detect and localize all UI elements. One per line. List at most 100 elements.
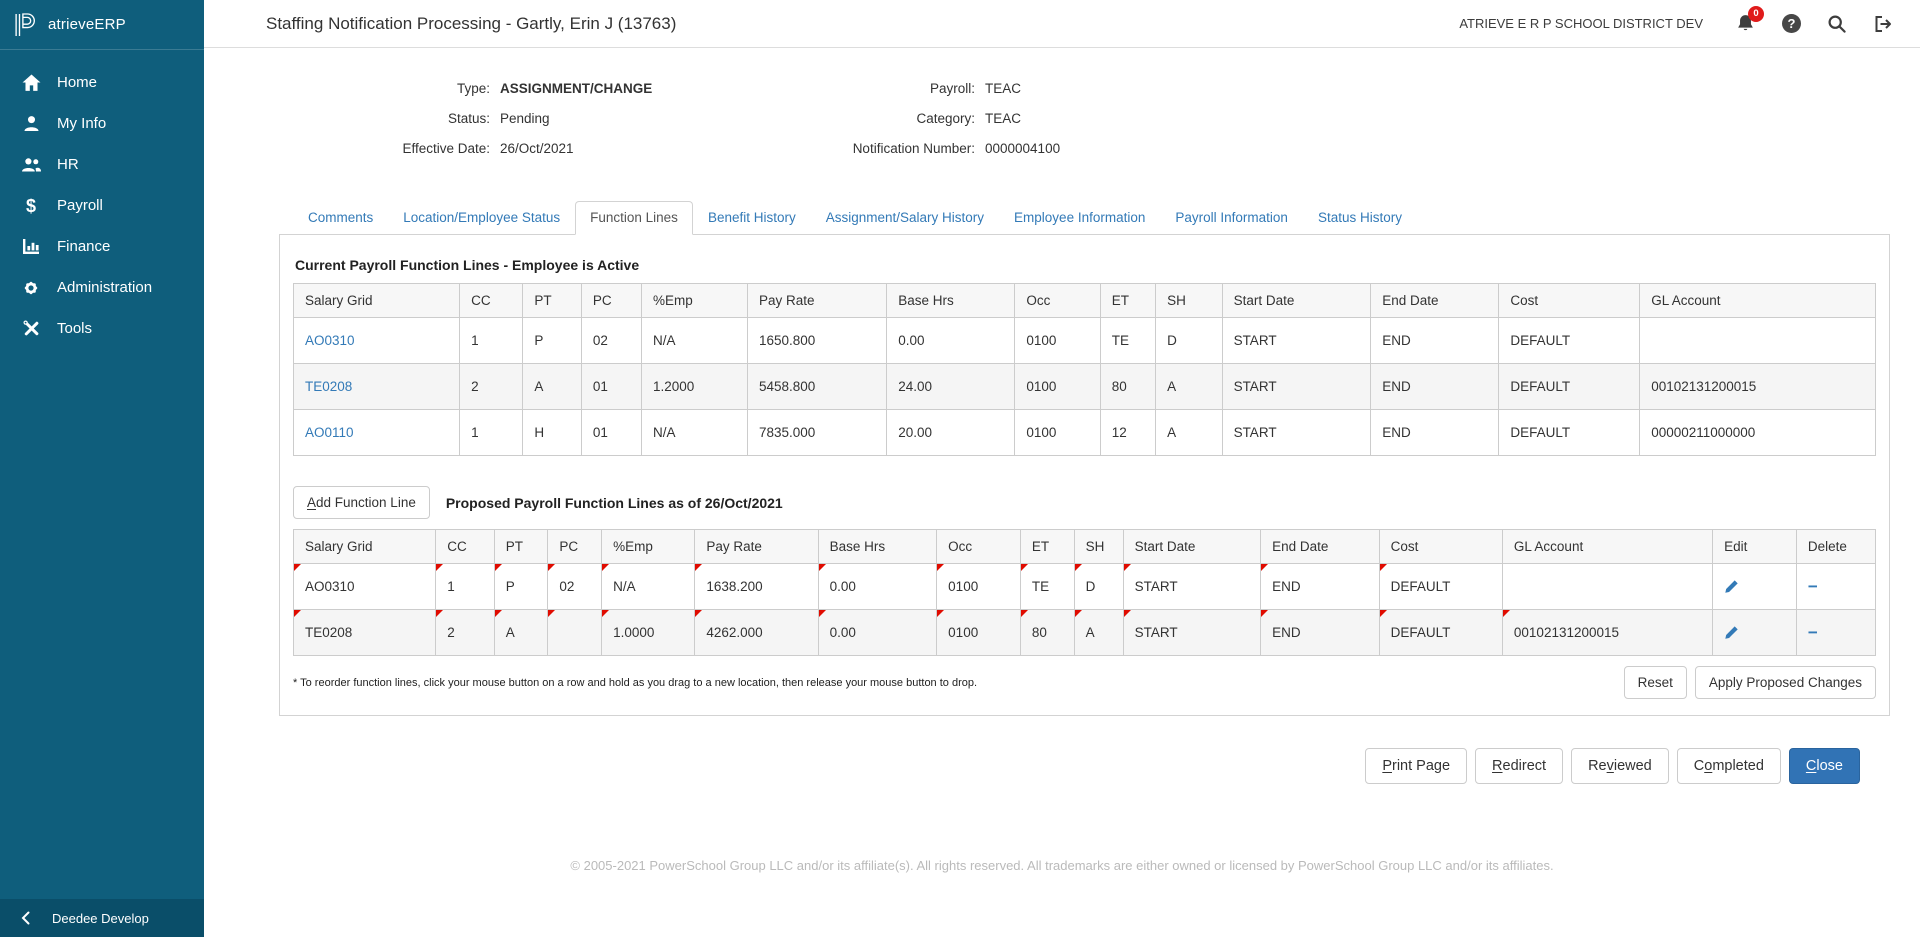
sidebar-item-label: HR (57, 156, 79, 173)
table-cell: START (1123, 564, 1260, 610)
payroll-value: TEAC (985, 78, 1285, 99)
logout-icon (1873, 14, 1894, 34)
notifications-button[interactable]: 0 (1735, 13, 1756, 35)
table-cell: 0.00 (818, 610, 937, 656)
tab-assignment-salary-history[interactable]: Assignment/Salary History (811, 201, 999, 235)
proposed-function-line-row[interactable]: AO03101P02N/A1638.2000.000100TEDSTARTEND… (294, 564, 1876, 610)
page-actions: Print PageRedirectReviewedCompletedClose (279, 748, 1860, 784)
table-cell: N/A (642, 410, 748, 456)
main-area: Staffing Notification Processing - Gartl… (204, 0, 1920, 937)
current-table-body: AO03101P02N/A1650.8000.000100TEDSTARTEND… (294, 318, 1876, 456)
table-cell: 1638.200 (695, 564, 818, 610)
tab-comments[interactable]: Comments (293, 201, 388, 235)
sidebar-item-label: Payroll (57, 197, 103, 214)
sidebar-item-tools[interactable]: Tools (0, 308, 204, 349)
sidebar-item-label: Tools (57, 320, 92, 337)
proposed-function-line-row[interactable]: TE02082A1.00004262.0000.00010080ASTARTEN… (294, 610, 1876, 656)
notification-number-value: 0000004100 (985, 138, 1285, 159)
table-cell: END (1371, 410, 1499, 456)
table-cell: A (1156, 364, 1222, 410)
notification-summary: Type: ASSIGNMENT/CHANGE Status: Pending … (204, 48, 1920, 159)
current-table-title: Current Payroll Function Lines - Employe… (295, 257, 1876, 273)
table-cell: END (1261, 564, 1380, 610)
table-cell: TE0208 (294, 610, 436, 656)
pencil-icon (1724, 625, 1739, 640)
sidebar-footer[interactable]: Deedee Develop (0, 899, 204, 937)
column-header: ET (1020, 530, 1074, 564)
table-cell: 02 (581, 318, 641, 364)
edit-row-button[interactable] (1713, 564, 1797, 610)
salary-grid-link[interactable]: AO0310 (305, 333, 355, 348)
sidebar-item-my-info[interactable]: My Info (0, 103, 204, 144)
print-page-button[interactable]: Print Page (1365, 748, 1467, 784)
edit-row-button[interactable] (1713, 610, 1797, 656)
table-cell: 4262.000 (695, 610, 818, 656)
logout-button[interactable] (1873, 14, 1894, 34)
category-label: Category: (830, 108, 975, 129)
completed-button[interactable]: Completed (1677, 748, 1781, 784)
reset-button[interactable]: Reset (1624, 666, 1687, 699)
tab-benefit-history[interactable]: Benefit History (693, 201, 811, 235)
tab-status-history[interactable]: Status History (1303, 201, 1417, 235)
column-header: Occ (1015, 284, 1100, 318)
current-function-lines-table: Salary GridCCPTPC%EmpPay RateBase HrsOcc… (293, 283, 1876, 456)
tab-bar: CommentsLocation/Employee StatusFunction… (293, 201, 1890, 234)
add-function-line-button[interactable]: Add Function Line (293, 486, 430, 519)
tools-icon (20, 319, 42, 338)
column-header: PT (523, 284, 582, 318)
tab-location-employee-status[interactable]: Location/Employee Status (388, 201, 575, 235)
table-cell (548, 610, 602, 656)
sidebar-item-payroll[interactable]: $Payroll (0, 185, 204, 226)
column-header: End Date (1261, 530, 1380, 564)
salary-grid-link[interactable]: AO0110 (305, 425, 354, 440)
effective-date-label: Effective Date: (266, 138, 490, 159)
column-header: CC (460, 284, 523, 318)
function-lines-panel: Current Payroll Function Lines - Employe… (279, 234, 1890, 716)
sidebar-item-finance[interactable]: Finance (0, 226, 204, 267)
sidebar-item-home[interactable]: Home (0, 62, 204, 103)
apply-proposed-changes-button[interactable]: Apply Proposed Changes (1695, 666, 1876, 699)
table-cell: DEFAULT (1379, 610, 1502, 656)
redirect-button[interactable]: Redirect (1475, 748, 1563, 784)
gear-icon (20, 279, 42, 297)
delete-row-button[interactable]: − (1796, 564, 1875, 610)
search-button[interactable] (1827, 14, 1847, 34)
column-header: End Date (1371, 284, 1499, 318)
person-icon (20, 115, 42, 132)
salary-grid-cell: AO0110 (294, 410, 460, 456)
table-cell: A (494, 610, 548, 656)
tab-function-lines[interactable]: Function Lines (575, 201, 693, 235)
delete-row-button[interactable]: − (1796, 610, 1875, 656)
payroll-label: Payroll: (830, 78, 975, 99)
reviewed-button[interactable]: Reviewed (1571, 748, 1669, 784)
current-function-line-row: AO01101H01N/A7835.00020.00010012ASTARTEN… (294, 410, 1876, 456)
column-header: Pay Rate (695, 530, 818, 564)
table-cell: 00102131200015 (1502, 610, 1712, 656)
table-cell: 2 (460, 364, 523, 410)
help-button[interactable]: ? (1782, 14, 1801, 33)
column-header: Salary Grid (294, 284, 460, 318)
tab-payroll-information[interactable]: Payroll Information (1160, 201, 1303, 235)
sidebar-item-administration[interactable]: Administration (0, 267, 204, 308)
status-value: Pending (500, 108, 830, 129)
table-cell: N/A (642, 318, 748, 364)
proposed-table-body: AO03101P02N/A1638.2000.000100TEDSTARTEND… (294, 564, 1876, 656)
table-cell: END (1371, 318, 1499, 364)
salary-grid-link[interactable]: TE0208 (305, 379, 352, 394)
chevron-left-icon (14, 911, 36, 925)
table-cell: 01 (581, 364, 641, 410)
people-icon (20, 156, 42, 173)
table-cell: DEFAULT (1499, 318, 1640, 364)
sidebar-item-hr[interactable]: HR (0, 144, 204, 185)
table-cell: DEFAULT (1499, 364, 1640, 410)
brand-logo[interactable]: atrieveERP (0, 0, 204, 50)
notification-number-label: Notification Number: (830, 138, 975, 159)
table-cell: 00102131200015 (1640, 364, 1876, 410)
column-header: Delete (1796, 530, 1875, 564)
table-cell: START (1222, 318, 1371, 364)
tab-employee-information[interactable]: Employee Information (999, 201, 1160, 235)
type-label: Type: (266, 78, 490, 99)
table-cell: 7835.000 (748, 410, 887, 456)
table-cell: TE (1100, 318, 1155, 364)
close-button[interactable]: Close (1789, 748, 1860, 784)
